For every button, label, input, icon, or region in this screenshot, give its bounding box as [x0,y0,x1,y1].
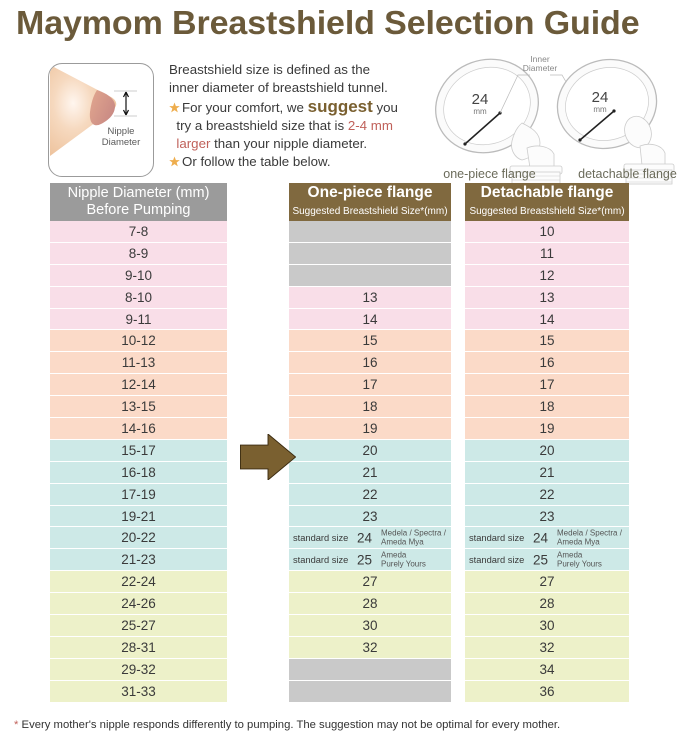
svg-text:Diameter: Diameter [523,63,558,73]
svg-text:mm: mm [473,107,487,116]
svg-text:mm: mm [593,105,607,114]
svg-text:24: 24 [592,89,609,106]
svg-text:24: 24 [472,91,489,108]
